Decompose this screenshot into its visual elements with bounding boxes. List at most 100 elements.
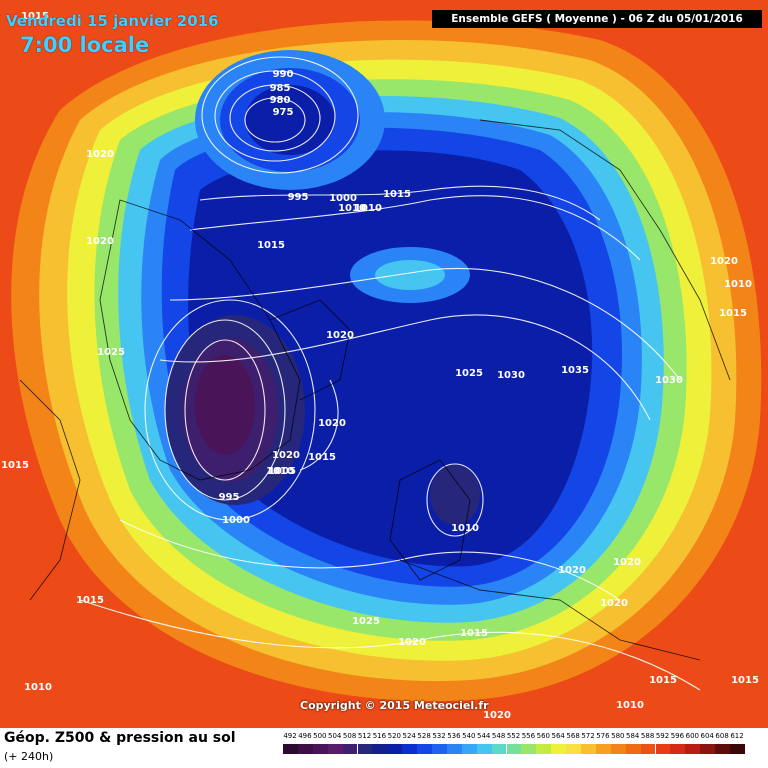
legend-value: 580 <box>611 732 625 740</box>
legend-swatch <box>446 744 462 754</box>
legend-value: 596 <box>670 732 685 740</box>
legend-value: 496 <box>298 732 312 740</box>
pressure-label: 1020 <box>326 330 354 341</box>
pressure-label: 1020 <box>318 418 346 429</box>
pressure-label: 1025 <box>97 347 125 358</box>
pressure-label: 1015 <box>719 308 747 319</box>
legend-value: 492 <box>283 732 297 740</box>
legend-swatch <box>417 744 432 754</box>
pressure-label: 1010 <box>266 466 294 477</box>
legend-swatch <box>506 744 522 754</box>
legend-swatch <box>387 744 403 754</box>
legend-value: 504 <box>328 732 342 740</box>
pressure-label: 1020 <box>272 450 300 461</box>
pressure-label: 1010 <box>616 700 644 711</box>
forecast-date: Vendredi 15 janvier 2016 <box>6 12 219 30</box>
pressure-label: 1005 <box>268 466 296 477</box>
legend-swatch <box>521 744 537 754</box>
pressure-label: 1015 <box>731 675 759 686</box>
legend-swatch <box>476 744 492 754</box>
legend-swatch <box>551 744 567 754</box>
legend-value: 584 <box>626 732 640 740</box>
pressure-label: 995 <box>219 492 240 503</box>
pressure-label: 1020 <box>86 149 114 160</box>
legend-swatch <box>461 744 477 754</box>
pressure-label: 1030 <box>497 370 525 381</box>
pressure-label: 1020 <box>710 256 738 267</box>
legend-value: 536 <box>447 732 461 740</box>
legend-swatch <box>610 744 626 754</box>
pressure-label: 985 <box>270 83 291 94</box>
legend-value: 528 <box>417 732 431 740</box>
coastlines <box>19 119 731 661</box>
color-legend: 492 496 500 504 508 512 516 520 524 528 532 536 540 5… <box>283 732 745 754</box>
legend-value: 568 <box>566 732 580 740</box>
pressure-label: 1015 <box>76 595 104 606</box>
pressure-label: 1010 <box>724 279 752 290</box>
pressure-label: 995 <box>288 192 309 203</box>
legend-value: 560 <box>536 732 550 740</box>
pressure-label: 1015 <box>460 628 488 639</box>
pressure-label: 1030 <box>655 375 683 386</box>
legend-value: 608 <box>715 732 729 740</box>
legend-swatch <box>357 744 373 754</box>
legend-swatch <box>655 744 671 754</box>
legend-value: 556 <box>521 732 536 740</box>
pressure-label: 1020 <box>483 710 511 721</box>
legend-swatch <box>730 744 745 754</box>
pressure-label: 990 <box>273 69 294 80</box>
legend-value: 532 <box>432 732 446 740</box>
legend-swatch <box>402 744 418 754</box>
pressure-label: 1010 <box>24 682 52 693</box>
legend-swatch <box>491 744 507 754</box>
pressure-label: 1020 <box>398 637 426 648</box>
legend-value: 576 <box>596 732 610 740</box>
legend-value: 592 <box>655 732 670 740</box>
pressure-label: 1015 <box>21 11 49 22</box>
pressure-label: 1035 <box>561 365 589 376</box>
pressure-label: 975 <box>273 107 294 118</box>
legend-value: 512 <box>357 732 372 740</box>
legend-value: 588 <box>640 732 655 740</box>
legend-swatch <box>342 744 358 754</box>
legend-value: 552 <box>506 732 521 740</box>
legend-swatch <box>297 744 313 754</box>
legend-value: 548 <box>491 732 506 740</box>
legend-value: 516 <box>372 732 387 740</box>
legend-swatch <box>327 744 343 754</box>
legend-swatch <box>536 744 552 754</box>
legend-swatch <box>432 744 447 754</box>
pressure-label: 1025 <box>455 368 483 379</box>
pressure-label: 1010 <box>354 203 382 214</box>
pressure-label: 1000 <box>222 515 250 526</box>
pressure-label: 1015 <box>1 460 29 471</box>
legend-value: 564 <box>551 732 565 740</box>
legend-value: 524 <box>402 732 416 740</box>
legend-swatch <box>312 744 328 754</box>
pressure-label: 1015 <box>308 452 336 463</box>
legend-swatch <box>670 744 686 754</box>
isobars <box>79 56 701 691</box>
legend-swatch <box>625 744 641 754</box>
pressure-label: 1020 <box>558 565 586 576</box>
forecast-time: 7:00 locale <box>20 33 150 57</box>
pressure-label: 1025 <box>352 616 380 627</box>
legend-value: 612 <box>730 732 744 740</box>
legend-value: 508 <box>342 732 357 740</box>
pressure-label: 1020 <box>86 236 114 247</box>
copyright: Copyright © 2015 Meteociel.fr <box>300 699 489 712</box>
legend-value: 520 <box>387 732 401 740</box>
legend-swatch <box>372 744 388 754</box>
legend-value: 544 <box>477 732 491 740</box>
pressure-label: 1020 <box>613 557 641 568</box>
legend-swatch <box>685 744 701 754</box>
legend-swatch <box>715 744 730 754</box>
pressure-label: 1015 <box>383 189 411 200</box>
legend-value: 572 <box>581 732 595 740</box>
legend-swatch <box>700 744 716 754</box>
legend-value: 600 <box>685 732 699 740</box>
pressure-label: 1015 <box>257 240 285 251</box>
legend-swatch <box>595 744 611 754</box>
